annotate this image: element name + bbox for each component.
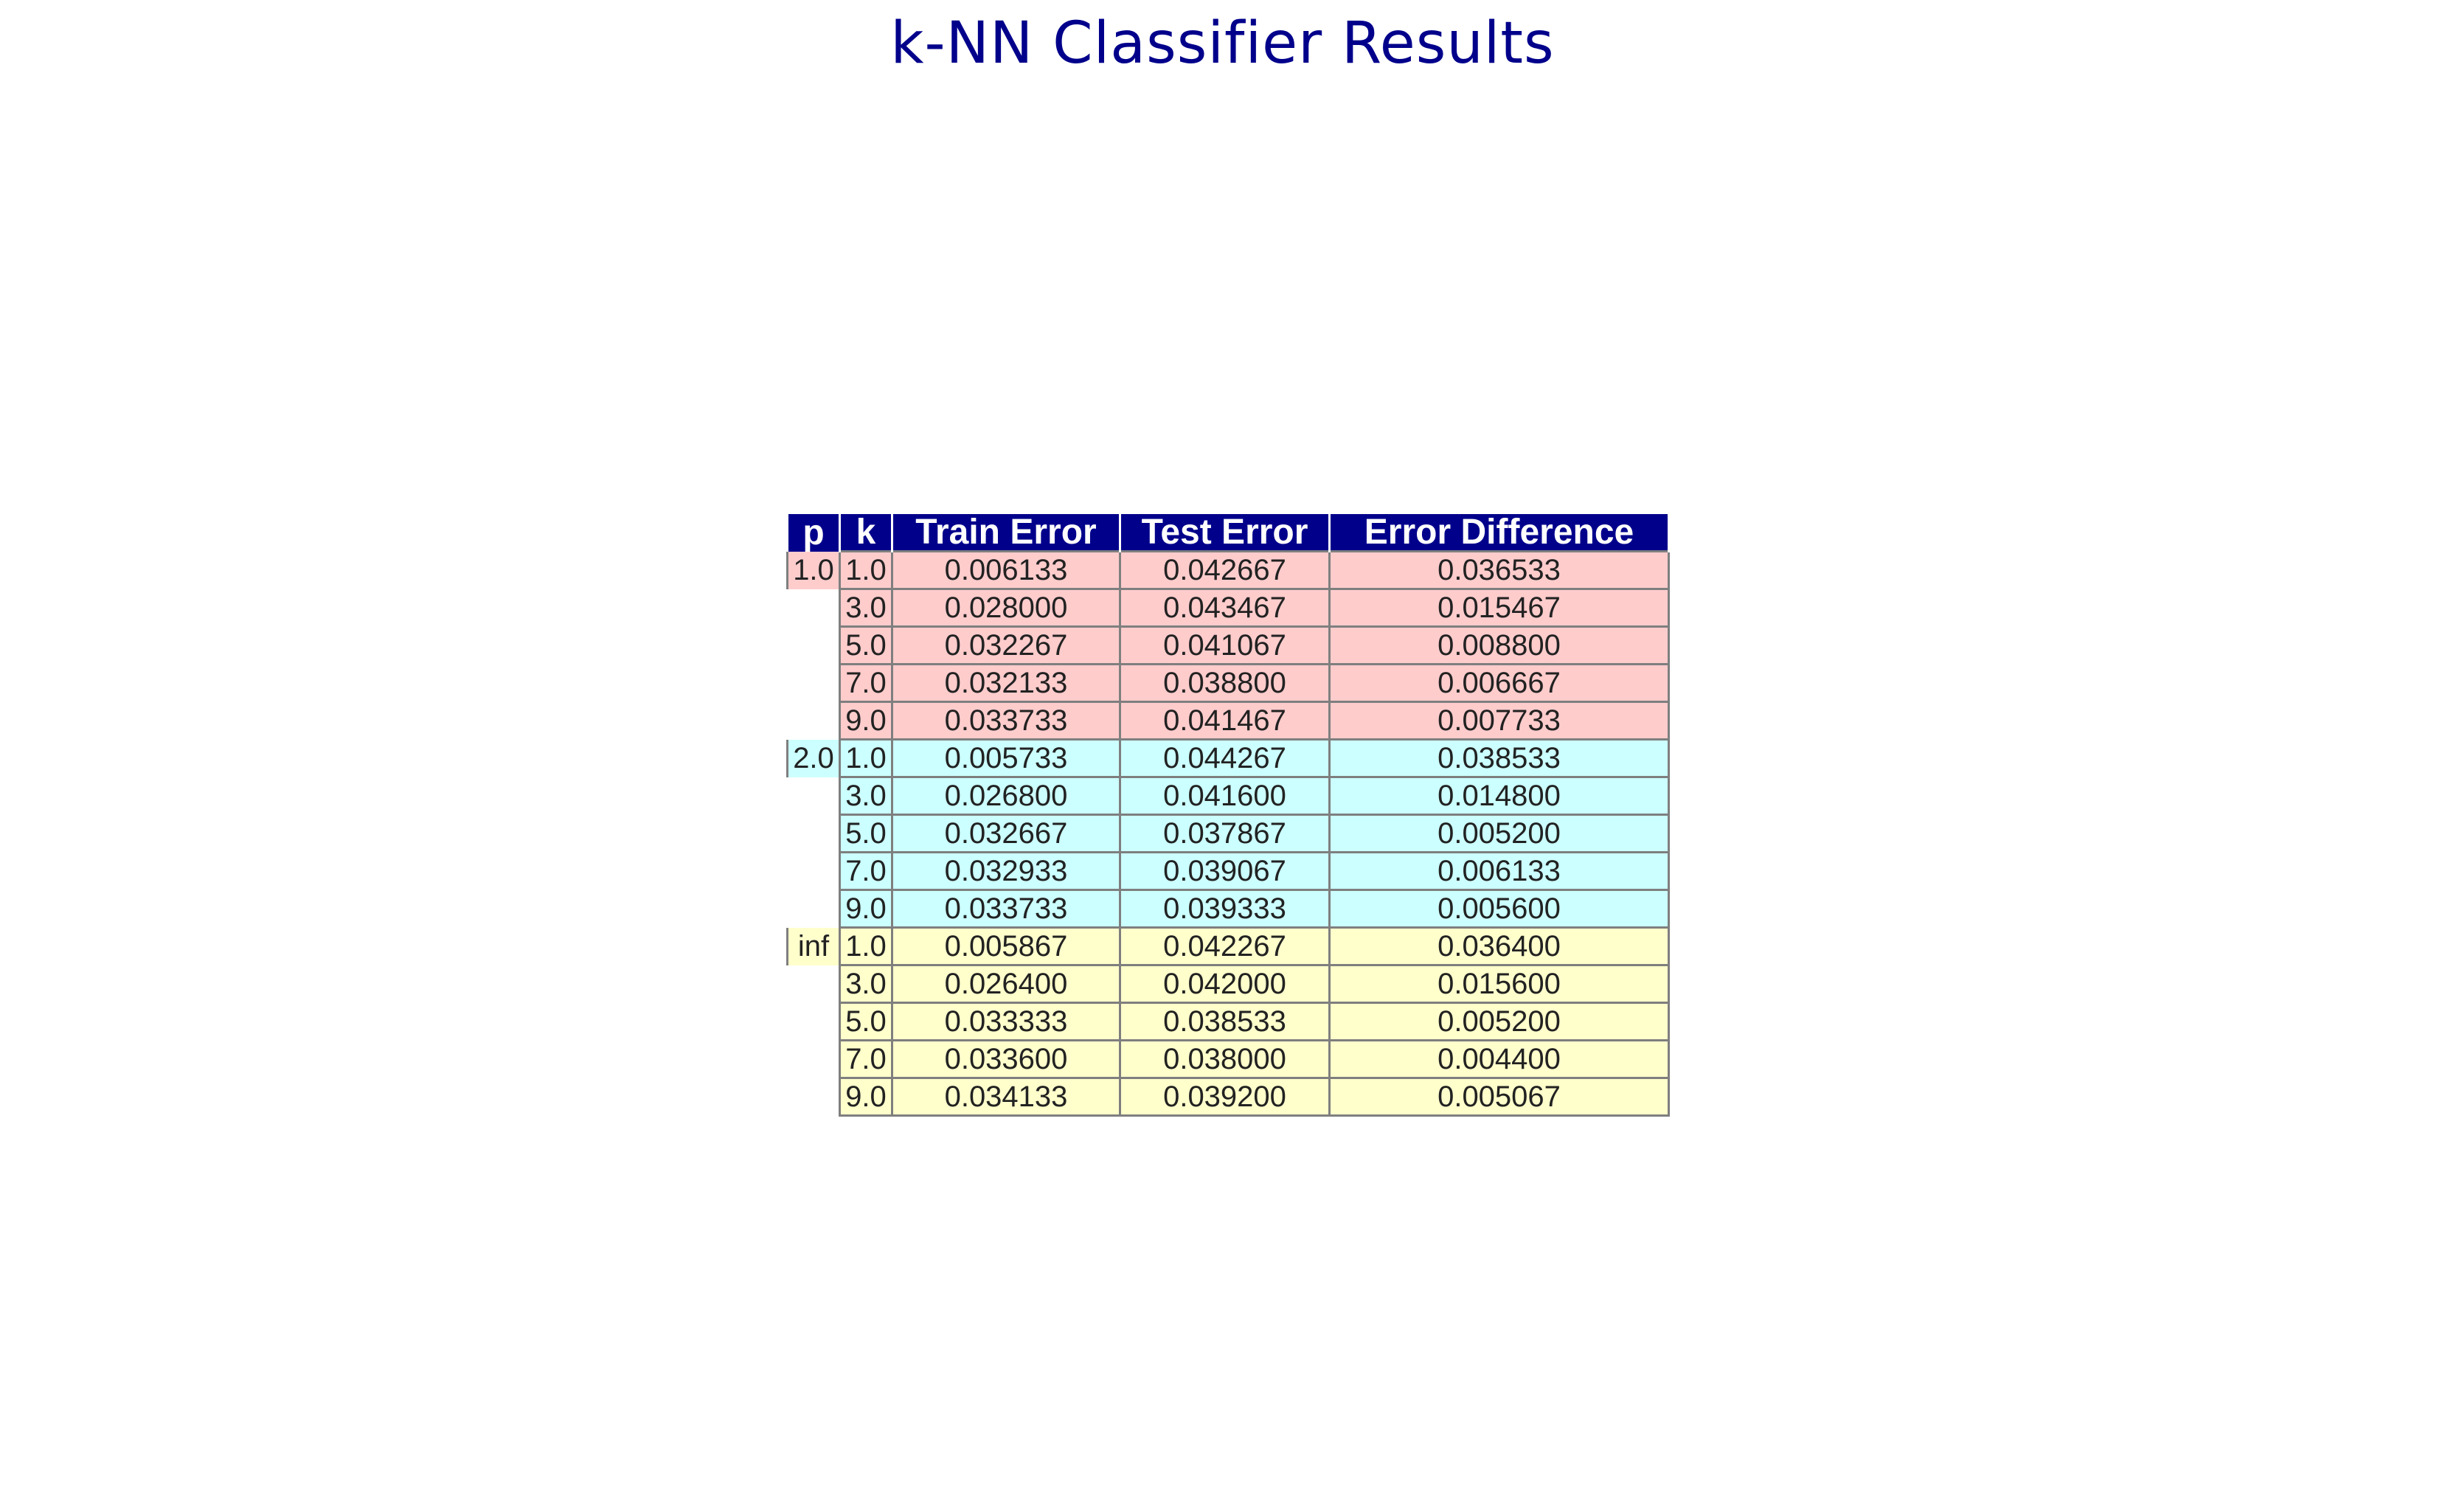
cell-train-error: 0.026400 (891, 964, 1121, 1004)
cell-k: 3.0 (839, 776, 893, 816)
table-row: 2.0 1.0 0.005733 0.044267 0.038533 (786, 738, 1670, 778)
cell-p: 1.0 (786, 551, 840, 589)
cell-error-difference: 0.006667 (1328, 663, 1670, 703)
cell-train-error: 0.028000 (891, 588, 1121, 628)
cell-k: 3.0 (839, 588, 893, 628)
cell-k: 1.0 (839, 926, 893, 966)
column-header-train-error: Train Error (891, 514, 1121, 552)
cell-error-difference: 0.038533 (1328, 738, 1670, 778)
cell-k: 5.0 (839, 1002, 893, 1041)
table-row: 3.0 0.026400 0.042000 0.015600 (787, 964, 1670, 1004)
cell-p (787, 889, 841, 928)
cell-train-error: 0.026800 (891, 776, 1121, 816)
cell-test-error: 0.042267 (1119, 926, 1331, 966)
cell-p (787, 1040, 841, 1078)
column-header-test-error: Test Error (1119, 514, 1331, 552)
cell-test-error: 0.038533 (1119, 1002, 1331, 1041)
cell-p (787, 626, 841, 665)
cell-test-error: 0.041067 (1119, 625, 1331, 665)
table-body: 1.0 1.0 0.006133 0.042667 0.036533 3.0 0.02800… (786, 550, 1670, 1117)
cell-k: 9.0 (839, 889, 893, 929)
cell-p: 2.0 (786, 739, 840, 777)
cell-train-error: 0.032133 (891, 663, 1121, 703)
cell-k: 5.0 (839, 814, 893, 853)
cell-error-difference: 0.006133 (1328, 851, 1670, 891)
table-row: 5.0 0.033333 0.038533 0.005200 (787, 1002, 1670, 1041)
table-row: 5.0 0.032267 0.041067 0.008800 (787, 625, 1670, 665)
table-row: 7.0 0.033600 0.038000 0.004400 (787, 1039, 1670, 1079)
table-row: 9.0 0.033733 0.041467 0.007733 (787, 701, 1670, 741)
column-header-k: k (839, 514, 893, 552)
table-row: 7.0 0.032933 0.039067 0.006133 (787, 851, 1670, 891)
cell-train-error: 0.032267 (891, 625, 1121, 665)
cell-error-difference: 0.005200 (1328, 1002, 1670, 1041)
cell-k: 1.0 (839, 738, 893, 778)
cell-train-error: 0.033733 (891, 889, 1121, 929)
cell-p (787, 777, 841, 815)
cell-p (787, 701, 841, 740)
results-table: p k Train Error Test Error Error Differe… (786, 514, 1670, 1117)
table-row: 9.0 0.034133 0.039200 0.005067 (787, 1077, 1670, 1117)
cell-p (787, 1002, 841, 1041)
table-row: 9.0 0.033733 0.039333 0.005600 (787, 889, 1670, 929)
cell-test-error: 0.044267 (1119, 738, 1331, 778)
cell-error-difference: 0.004400 (1328, 1039, 1670, 1079)
cell-k: 7.0 (839, 851, 893, 891)
cell-p (787, 664, 841, 702)
cell-error-difference: 0.005067 (1328, 1077, 1670, 1117)
cell-error-difference: 0.036400 (1328, 926, 1670, 966)
cell-p (787, 589, 841, 627)
cell-train-error: 0.033600 (891, 1039, 1121, 1079)
cell-test-error: 0.037867 (1119, 814, 1331, 853)
cell-train-error: 0.034133 (891, 1077, 1121, 1117)
column-header-error-difference: Error Difference (1328, 514, 1670, 552)
cell-p: inf (786, 927, 840, 965)
table-row: 5.0 0.032667 0.037867 0.005200 (787, 814, 1670, 853)
table-row: 1.0 1.0 0.006133 0.042667 0.036533 (786, 550, 1670, 590)
cell-k: 1.0 (839, 550, 893, 590)
cell-train-error: 0.005867 (891, 926, 1121, 966)
table-row: inf 1.0 0.005867 0.042267 0.036400 (786, 926, 1670, 966)
cell-test-error: 0.039067 (1119, 851, 1331, 891)
cell-test-error: 0.041600 (1119, 776, 1331, 816)
cell-p (787, 852, 841, 890)
cell-train-error: 0.033733 (891, 701, 1121, 741)
cell-error-difference: 0.036533 (1328, 550, 1670, 590)
cell-error-difference: 0.015600 (1328, 964, 1670, 1004)
cell-test-error: 0.042667 (1119, 550, 1331, 590)
cell-test-error: 0.039333 (1119, 889, 1331, 929)
cell-k: 3.0 (839, 964, 893, 1004)
cell-train-error: 0.033333 (891, 1002, 1121, 1041)
cell-p (787, 965, 841, 1003)
cell-k: 7.0 (839, 663, 893, 703)
cell-p (787, 814, 841, 853)
cell-train-error: 0.006133 (891, 550, 1121, 590)
page-title: k-NN Classifier Results (890, 10, 1555, 77)
cell-test-error: 0.038800 (1119, 663, 1331, 703)
cell-test-error: 0.038000 (1119, 1039, 1331, 1079)
cell-k: 9.0 (839, 701, 893, 741)
table-row: 7.0 0.032133 0.038800 0.006667 (787, 663, 1670, 703)
table-row: 3.0 0.028000 0.043467 0.015467 (787, 588, 1670, 628)
cell-error-difference: 0.015467 (1328, 588, 1670, 628)
table-row: 3.0 0.026800 0.041600 0.014800 (787, 776, 1670, 816)
cell-train-error: 0.032933 (891, 851, 1121, 891)
cell-k: 7.0 (839, 1039, 893, 1079)
column-header-p: p (786, 514, 841, 552)
cell-train-error: 0.032667 (891, 814, 1121, 853)
cell-train-error: 0.005733 (891, 738, 1121, 778)
table-header-row: p k Train Error Test Error Error Differe… (786, 514, 1670, 552)
cell-k: 5.0 (839, 625, 893, 665)
cell-error-difference: 0.008800 (1328, 625, 1670, 665)
cell-p (787, 1078, 841, 1116)
cell-error-difference: 0.007733 (1328, 701, 1670, 741)
cell-error-difference: 0.014800 (1328, 776, 1670, 816)
cell-test-error: 0.042000 (1119, 964, 1331, 1004)
cell-test-error: 0.041467 (1119, 701, 1331, 741)
cell-test-error: 0.039200 (1119, 1077, 1331, 1117)
cell-test-error: 0.043467 (1119, 588, 1331, 628)
cell-k: 9.0 (839, 1077, 893, 1117)
cell-error-difference: 0.005200 (1328, 814, 1670, 853)
cell-error-difference: 0.005600 (1328, 889, 1670, 929)
